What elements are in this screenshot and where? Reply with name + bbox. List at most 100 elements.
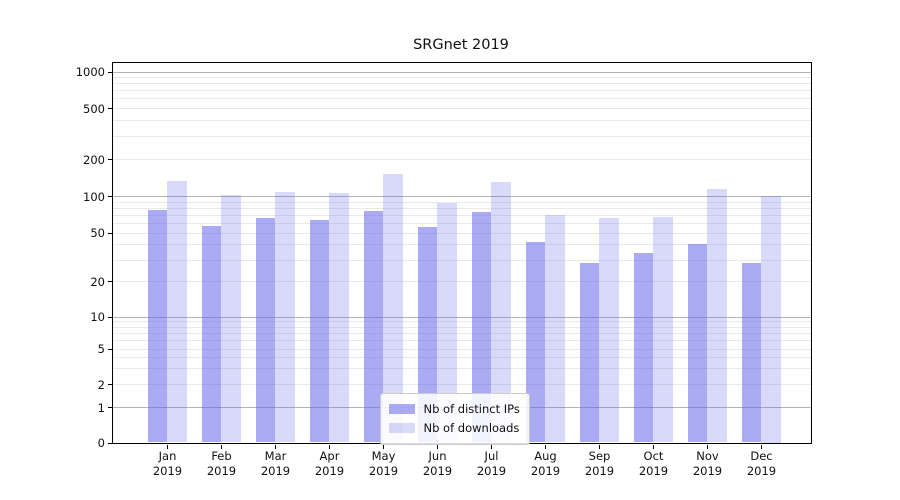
bar-distinct-ips-feb xyxy=(201,225,221,443)
x-tick-year: 2019 xyxy=(314,464,345,478)
x-tick-month: Nov xyxy=(696,449,719,463)
x-tick-label-may: May 2019 xyxy=(357,449,411,479)
bar-distinct-ips-apr xyxy=(309,220,329,443)
x-tick-mark xyxy=(544,444,547,449)
x-tick-mark xyxy=(436,444,439,449)
gridline-minor xyxy=(112,281,811,282)
y-tick-label: 200 xyxy=(83,152,105,167)
y-tick-label: 5 xyxy=(97,342,105,356)
y-tick-mark xyxy=(108,108,112,110)
x-tick-mark xyxy=(760,444,763,449)
y-tick-mark xyxy=(108,196,112,198)
y-tick-mark xyxy=(108,232,112,234)
x-tick-year: 2019 xyxy=(692,464,723,478)
x-tick-year: 2019 xyxy=(260,464,291,478)
x-tick-month: May xyxy=(371,449,396,463)
chart-title: SRGnet 2019 xyxy=(413,37,509,53)
x-tick-mark xyxy=(598,444,601,449)
gridline-minor xyxy=(112,83,811,85)
gridline-minor xyxy=(112,90,811,92)
gridline-minor xyxy=(112,201,811,203)
legend-swatch-downloads xyxy=(388,423,415,433)
bar-downloads-jun xyxy=(437,202,457,443)
bar-downloads-feb xyxy=(221,194,241,443)
x-tick-label-jul: Jul 2019 xyxy=(465,449,519,479)
x-tick-label-mar: Mar 2019 xyxy=(249,449,303,479)
y-tick-label: 500 xyxy=(83,101,105,116)
x-tick-label-feb: Feb 2019 xyxy=(195,449,249,479)
bar-distinct-ips-oct xyxy=(633,252,653,443)
bar-downloads-nov xyxy=(707,188,727,443)
y-tick-label: 20 xyxy=(90,274,105,289)
y-tick-label: 50 xyxy=(90,226,105,240)
plot-area: Nb of distinct IPs Nb of downloads xyxy=(111,61,812,445)
y-tick-mark xyxy=(108,159,112,161)
x-tick-mark xyxy=(490,444,493,449)
x-tick-label-sep: Sep 2019 xyxy=(573,449,627,479)
gridline-minor xyxy=(112,348,811,350)
gridline-minor xyxy=(112,321,811,323)
x-tick-month: Mar xyxy=(264,449,287,463)
x-tick-month: Apr xyxy=(319,449,340,463)
y-tick-label: 2 xyxy=(97,377,105,392)
gridline-minor xyxy=(112,120,811,122)
gridline-minor xyxy=(112,368,811,370)
x-tick-year: 2019 xyxy=(422,464,453,478)
gridline-minor xyxy=(112,232,811,234)
y-tick-label: 1 xyxy=(97,400,105,415)
x-tick-year: 2019 xyxy=(638,464,669,478)
y-tick-mark xyxy=(108,442,112,444)
x-tick-label-nov: Nov 2019 xyxy=(681,449,735,479)
x-tick-year: 2019 xyxy=(368,464,399,478)
gridline-major xyxy=(112,196,811,197)
bar-distinct-ips-jan xyxy=(147,210,167,443)
y-tick-mark xyxy=(108,281,112,283)
x-tick-year: 2019 xyxy=(746,464,777,478)
bar-downloads-sep xyxy=(599,217,619,443)
bar-distinct-ips-nov xyxy=(687,244,707,443)
x-tick-month: Jul xyxy=(484,449,499,463)
bar-downloads-oct xyxy=(653,217,673,443)
x-tick-label-apr: Apr 2019 xyxy=(303,449,357,479)
x-tick-year: 2019 xyxy=(152,464,183,478)
gridline-minor xyxy=(112,384,811,385)
legend-item-distinct-ips: Nb of distinct IPs xyxy=(388,400,520,419)
bar-distinct-ips-mar xyxy=(255,217,275,443)
x-tick-label-jan: Jan 2019 xyxy=(141,449,195,479)
legend-label-downloads: Nb of downloads xyxy=(423,421,520,435)
x-tick-label-aug: Aug 2019 xyxy=(519,449,573,479)
bar-downloads-mar xyxy=(275,192,295,443)
bar-distinct-ips-jul xyxy=(471,211,491,443)
y-tick-mark xyxy=(108,384,112,386)
x-tick-label-jun: Jun 2019 xyxy=(411,449,465,479)
bar-downloads-apr xyxy=(329,193,349,443)
x-tick-mark xyxy=(220,444,223,449)
gridline-minor xyxy=(112,326,811,328)
bar-downloads-aug xyxy=(545,214,565,443)
legend: Nb of distinct IPs Nb of downloads xyxy=(379,392,530,445)
x-tick-mark xyxy=(274,444,277,449)
y-tick-label: 0 xyxy=(97,436,105,450)
x-tick-year: 2019 xyxy=(530,464,561,478)
gridline-minor xyxy=(112,214,811,216)
x-tick-mark xyxy=(706,444,709,449)
y-tick-mark xyxy=(108,407,112,409)
legend-item-downloads: Nb of downloads xyxy=(388,419,520,438)
gridline-minor xyxy=(112,159,811,160)
x-tick-label-dec: Dec 2019 xyxy=(735,449,789,479)
bar-distinct-ips-aug xyxy=(525,241,545,443)
y-tick-label: 10 xyxy=(90,310,105,324)
gridline-minor xyxy=(112,207,811,209)
gridline-minor xyxy=(112,222,811,224)
gridline-minor xyxy=(112,332,811,334)
legend-swatch-distinct-ips xyxy=(388,404,415,414)
gridline-major xyxy=(112,71,811,73)
legend-label-distinct-ips: Nb of distinct IPs xyxy=(423,402,520,416)
x-tick-mark xyxy=(652,444,655,449)
x-tick-mark xyxy=(382,444,385,449)
gridline-minor xyxy=(112,259,811,261)
bar-downloads-jul xyxy=(491,182,511,443)
gridline-minor xyxy=(112,136,811,138)
y-tick-label: 100 xyxy=(83,189,105,204)
